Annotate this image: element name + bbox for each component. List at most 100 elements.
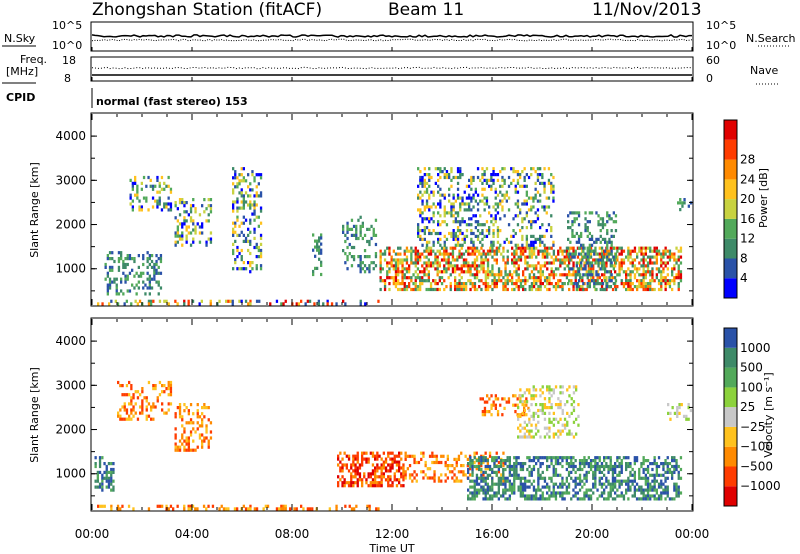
scatter-cell bbox=[259, 264, 263, 268]
scatter-cell bbox=[482, 258, 485, 262]
scatter-cell bbox=[149, 178, 152, 182]
scatter-cell bbox=[483, 178, 486, 182]
scatter-cell bbox=[567, 462, 571, 466]
scatter-cell bbox=[496, 240, 500, 244]
scatter-cell bbox=[583, 482, 586, 486]
scatter-cell bbox=[456, 267, 459, 271]
scatter-cell bbox=[515, 462, 518, 466]
scatter-cell bbox=[519, 211, 522, 215]
scatter-cell bbox=[666, 273, 669, 277]
scatter-cell bbox=[524, 267, 527, 271]
scatter-cell bbox=[519, 464, 522, 469]
scatter-cell bbox=[343, 481, 346, 485]
scatter-cell bbox=[644, 285, 647, 289]
scatter-cell bbox=[320, 236, 323, 240]
scatter-cell bbox=[443, 173, 446, 177]
scatter-cell bbox=[532, 417, 535, 421]
scatter-cell bbox=[462, 264, 466, 268]
scatter-cell bbox=[410, 252, 413, 256]
scatter-cell bbox=[596, 456, 599, 460]
scatter-cell bbox=[517, 435, 520, 439]
scatter-cell bbox=[105, 485, 108, 489]
scatter-cell bbox=[649, 482, 652, 486]
scatter-cell bbox=[584, 273, 587, 277]
scatter-cell bbox=[608, 217, 611, 221]
scatter-cell bbox=[492, 400, 495, 404]
scatter-cell bbox=[497, 491, 500, 495]
scatter-cell bbox=[469, 267, 472, 271]
scatter-cell bbox=[136, 390, 140, 394]
scatter-cell bbox=[137, 274, 140, 278]
scatter-cell bbox=[595, 273, 598, 277]
scatter-cell bbox=[161, 504, 164, 508]
scatter-cell bbox=[137, 280, 140, 284]
scatter-cell bbox=[568, 255, 571, 259]
scatter-cell bbox=[350, 507, 354, 511]
scatter-cell bbox=[425, 199, 429, 203]
scatter-cell bbox=[386, 273, 389, 277]
scatter-cell bbox=[446, 464, 449, 468]
scatter-cell bbox=[590, 234, 594, 238]
scatter-cell bbox=[532, 167, 535, 171]
scatter-cell bbox=[238, 173, 241, 177]
scatter-cell bbox=[537, 261, 540, 265]
scatter-cell bbox=[677, 264, 680, 268]
scatter-cell bbox=[570, 470, 573, 474]
scatter-cell bbox=[402, 469, 405, 473]
scatter-cell bbox=[563, 258, 566, 262]
scatter-cell bbox=[530, 264, 534, 268]
scatter-cell bbox=[627, 246, 630, 250]
scatter-cell bbox=[552, 435, 555, 439]
scatter-cell bbox=[479, 223, 482, 227]
scatter-cell bbox=[425, 287, 428, 292]
scatter-cell bbox=[677, 273, 680, 277]
scatter-cell bbox=[416, 255, 420, 259]
scatter-cell bbox=[657, 473, 661, 477]
scatter-cell bbox=[311, 507, 314, 511]
scatter-cell bbox=[677, 488, 680, 492]
scatter-cell bbox=[247, 507, 250, 511]
scatter-cell bbox=[163, 205, 166, 209]
scatter-cell bbox=[604, 249, 607, 253]
scatter-cell bbox=[541, 391, 544, 395]
scatter-cell bbox=[383, 258, 387, 262]
scatter-cell bbox=[187, 412, 190, 416]
scatter-cell bbox=[539, 464, 542, 469]
scatter-cell bbox=[242, 203, 245, 207]
scatter-cell bbox=[449, 264, 452, 268]
scatter-cell bbox=[541, 173, 544, 177]
scatter-cell bbox=[489, 249, 492, 253]
y-tick-label: 4000 bbox=[55, 129, 86, 143]
scatter-cell bbox=[192, 228, 195, 232]
scatter-cell bbox=[341, 481, 344, 485]
scatter-cell bbox=[366, 239, 369, 244]
scatter-cell bbox=[350, 218, 354, 222]
scatter-cell bbox=[438, 287, 441, 292]
scatter-cell bbox=[132, 405, 135, 409]
scatter-cell bbox=[439, 170, 442, 174]
scatter-cell bbox=[627, 479, 630, 483]
scatter-cell bbox=[150, 254, 154, 258]
scatter-cell bbox=[153, 268, 156, 272]
scatter-cell bbox=[653, 488, 656, 492]
scatter-cell bbox=[111, 251, 114, 255]
scatter-cell bbox=[236, 255, 239, 259]
scatter-cell bbox=[595, 258, 598, 262]
scatter-cell bbox=[649, 462, 652, 466]
scatter-cell bbox=[232, 206, 235, 210]
scatter-cell bbox=[541, 497, 544, 501]
scatter-cell bbox=[495, 261, 498, 265]
scatter-cell bbox=[456, 229, 460, 233]
scatter-cell bbox=[441, 170, 444, 174]
scatter-cell bbox=[432, 211, 435, 215]
scatter-cell bbox=[255, 242, 258, 246]
scatter-cell bbox=[345, 466, 348, 470]
scatter-cell bbox=[484, 287, 487, 292]
scatter-cell bbox=[436, 261, 439, 265]
scatter-cell bbox=[456, 237, 460, 241]
scatter-cell bbox=[513, 476, 516, 480]
scatter-cell bbox=[629, 462, 632, 466]
scatter-cell bbox=[259, 236, 263, 240]
scatter-cell bbox=[428, 193, 431, 197]
scatter-cell bbox=[593, 282, 596, 286]
